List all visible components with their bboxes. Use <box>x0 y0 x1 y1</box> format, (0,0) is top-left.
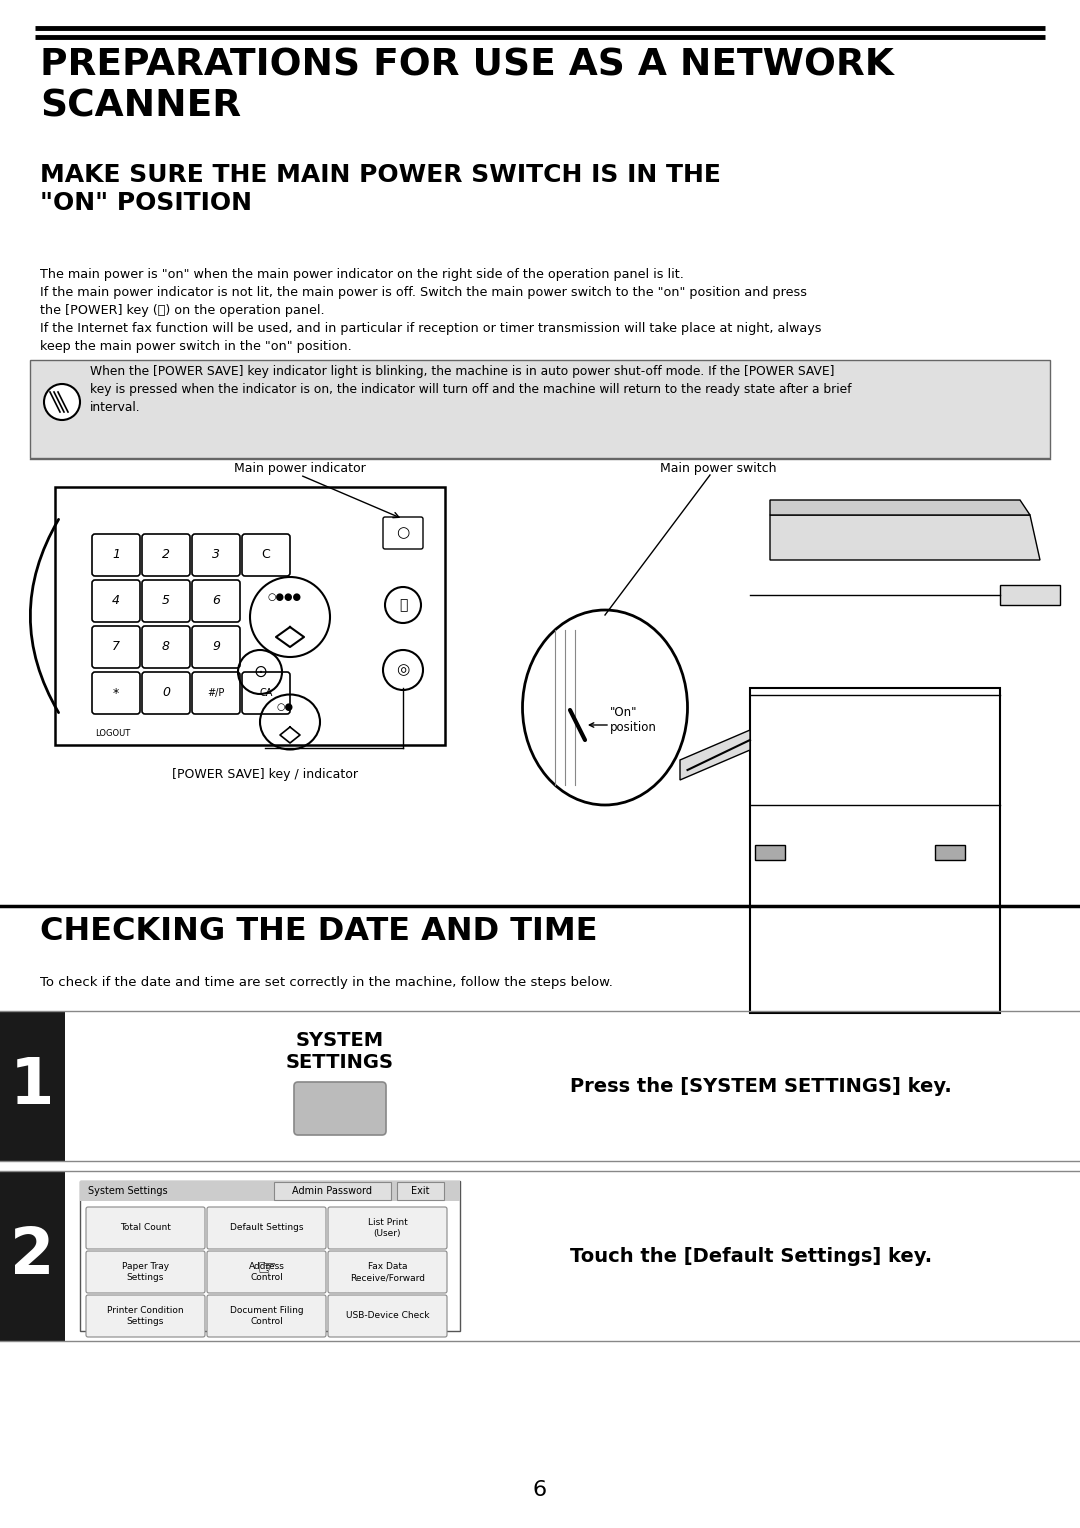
Text: Printer Condition
Settings: Printer Condition Settings <box>107 1306 184 1326</box>
Text: 1: 1 <box>10 1054 54 1117</box>
Polygon shape <box>750 688 1000 1013</box>
FancyBboxPatch shape <box>935 845 966 860</box>
FancyBboxPatch shape <box>141 626 190 668</box>
Text: keep the main power switch in the "on" position.: keep the main power switch in the "on" p… <box>40 341 352 353</box>
FancyBboxPatch shape <box>192 533 240 576</box>
FancyBboxPatch shape <box>328 1251 447 1293</box>
Text: List Print
(User): List Print (User) <box>367 1218 407 1238</box>
Text: the [POWER] key (ⓧ) on the operation panel.: the [POWER] key (ⓧ) on the operation pan… <box>40 304 325 316</box>
Circle shape <box>44 384 80 420</box>
Text: [POWER SAVE] key / indicator: [POWER SAVE] key / indicator <box>172 769 357 781</box>
FancyBboxPatch shape <box>92 581 140 622</box>
Text: 3: 3 <box>212 549 220 561</box>
Text: 1: 1 <box>112 549 120 561</box>
FancyBboxPatch shape <box>328 1296 447 1337</box>
Text: 4: 4 <box>112 594 120 608</box>
Text: ○●●●: ○●●● <box>268 591 302 602</box>
Text: System Settings: System Settings <box>87 1186 167 1196</box>
Text: ⊙: ⊙ <box>253 663 267 681</box>
FancyBboxPatch shape <box>92 672 140 714</box>
Text: If the main power indicator is not lit, the main power is off. Switch the main p: If the main power indicator is not lit, … <box>40 286 807 299</box>
Polygon shape <box>770 515 1040 559</box>
Text: When the [POWER SAVE] key indicator light is blinking, the machine is in auto po: When the [POWER SAVE] key indicator ligh… <box>90 365 851 414</box>
Text: SYSTEM: SYSTEM <box>296 1031 384 1050</box>
FancyBboxPatch shape <box>397 1183 444 1199</box>
Text: 2: 2 <box>10 1225 54 1287</box>
FancyBboxPatch shape <box>92 626 140 668</box>
Text: Exit: Exit <box>410 1186 429 1196</box>
Text: SETTINGS: SETTINGS <box>286 1053 394 1073</box>
Text: 6: 6 <box>212 594 220 608</box>
Text: The main power is "on" when the main power indicator on the right side of the op: The main power is "on" when the main pow… <box>40 267 684 281</box>
Text: CA: CA <box>259 688 272 698</box>
Text: 5: 5 <box>162 594 170 608</box>
Text: Default Settings: Default Settings <box>230 1224 303 1233</box>
Text: Main power indicator: Main power indicator <box>234 461 366 475</box>
Text: MAKE SURE THE MAIN POWER SWITCH IS IN THE
"ON" POSITION: MAKE SURE THE MAIN POWER SWITCH IS IN TH… <box>40 163 720 215</box>
Polygon shape <box>770 500 1030 515</box>
FancyBboxPatch shape <box>207 1251 326 1293</box>
Text: Total Count: Total Count <box>120 1224 171 1233</box>
Text: ◎: ◎ <box>396 663 409 677</box>
Text: If the Internet fax function will be used, and in particular if reception or tim: If the Internet fax function will be use… <box>40 322 822 335</box>
Text: 6: 6 <box>532 1481 548 1500</box>
Text: Fax Data
Receive/Forward: Fax Data Receive/Forward <box>350 1262 426 1282</box>
Text: ⏻: ⏻ <box>399 597 407 613</box>
Text: Admin Password: Admin Password <box>292 1186 372 1196</box>
FancyBboxPatch shape <box>141 533 190 576</box>
Text: Document Filing
Control: Document Filing Control <box>230 1306 303 1326</box>
Text: 9: 9 <box>212 640 220 654</box>
FancyBboxPatch shape <box>207 1296 326 1337</box>
Text: CHECKING THE DATE AND TIME: CHECKING THE DATE AND TIME <box>40 915 597 947</box>
Text: 8: 8 <box>162 640 170 654</box>
FancyBboxPatch shape <box>30 361 1050 458</box>
Text: "On"
position: "On" position <box>610 706 657 733</box>
Text: Paper Tray
Settings: Paper Tray Settings <box>122 1262 170 1282</box>
Text: ☞: ☞ <box>257 1259 276 1279</box>
FancyBboxPatch shape <box>207 1207 326 1248</box>
FancyBboxPatch shape <box>294 1082 386 1135</box>
Text: ○: ○ <box>396 526 409 541</box>
Polygon shape <box>1000 585 1059 605</box>
Text: PREPARATIONS FOR USE AS A NETWORK
SCANNER: PREPARATIONS FOR USE AS A NETWORK SCANNE… <box>40 47 894 124</box>
FancyBboxPatch shape <box>328 1207 447 1248</box>
FancyBboxPatch shape <box>192 626 240 668</box>
Text: 0: 0 <box>162 686 170 700</box>
FancyBboxPatch shape <box>755 845 785 860</box>
FancyBboxPatch shape <box>192 581 240 622</box>
FancyBboxPatch shape <box>383 516 423 549</box>
FancyBboxPatch shape <box>141 672 190 714</box>
Text: Touch the [Default Settings] key.: Touch the [Default Settings] key. <box>570 1247 932 1265</box>
Text: LOGOUT: LOGOUT <box>95 729 131 738</box>
FancyBboxPatch shape <box>141 581 190 622</box>
Text: 7: 7 <box>112 640 120 654</box>
FancyBboxPatch shape <box>86 1207 205 1248</box>
Text: Address
Control: Address Control <box>248 1262 284 1282</box>
Text: 2: 2 <box>162 549 170 561</box>
Text: *: * <box>113 686 119 700</box>
Polygon shape <box>680 730 750 779</box>
FancyBboxPatch shape <box>192 672 240 714</box>
FancyBboxPatch shape <box>80 1181 460 1201</box>
FancyBboxPatch shape <box>0 1012 65 1161</box>
Text: #/P: #/P <box>207 688 225 698</box>
FancyBboxPatch shape <box>55 487 445 746</box>
FancyBboxPatch shape <box>274 1183 391 1199</box>
FancyBboxPatch shape <box>242 533 291 576</box>
FancyBboxPatch shape <box>80 1181 460 1331</box>
FancyBboxPatch shape <box>92 533 140 576</box>
FancyBboxPatch shape <box>86 1251 205 1293</box>
Text: ○●: ○● <box>276 701 294 712</box>
Text: C: C <box>261 549 270 561</box>
Text: Press the [SYSTEM SETTINGS] key.: Press the [SYSTEM SETTINGS] key. <box>570 1077 951 1096</box>
Text: To check if the date and time are set correctly in the machine, follow the steps: To check if the date and time are set co… <box>40 976 612 989</box>
FancyBboxPatch shape <box>242 672 291 714</box>
FancyBboxPatch shape <box>0 1170 65 1342</box>
Text: USB-Device Check: USB-Device Check <box>346 1311 429 1320</box>
Text: Main power switch: Main power switch <box>660 461 777 475</box>
FancyBboxPatch shape <box>86 1296 205 1337</box>
